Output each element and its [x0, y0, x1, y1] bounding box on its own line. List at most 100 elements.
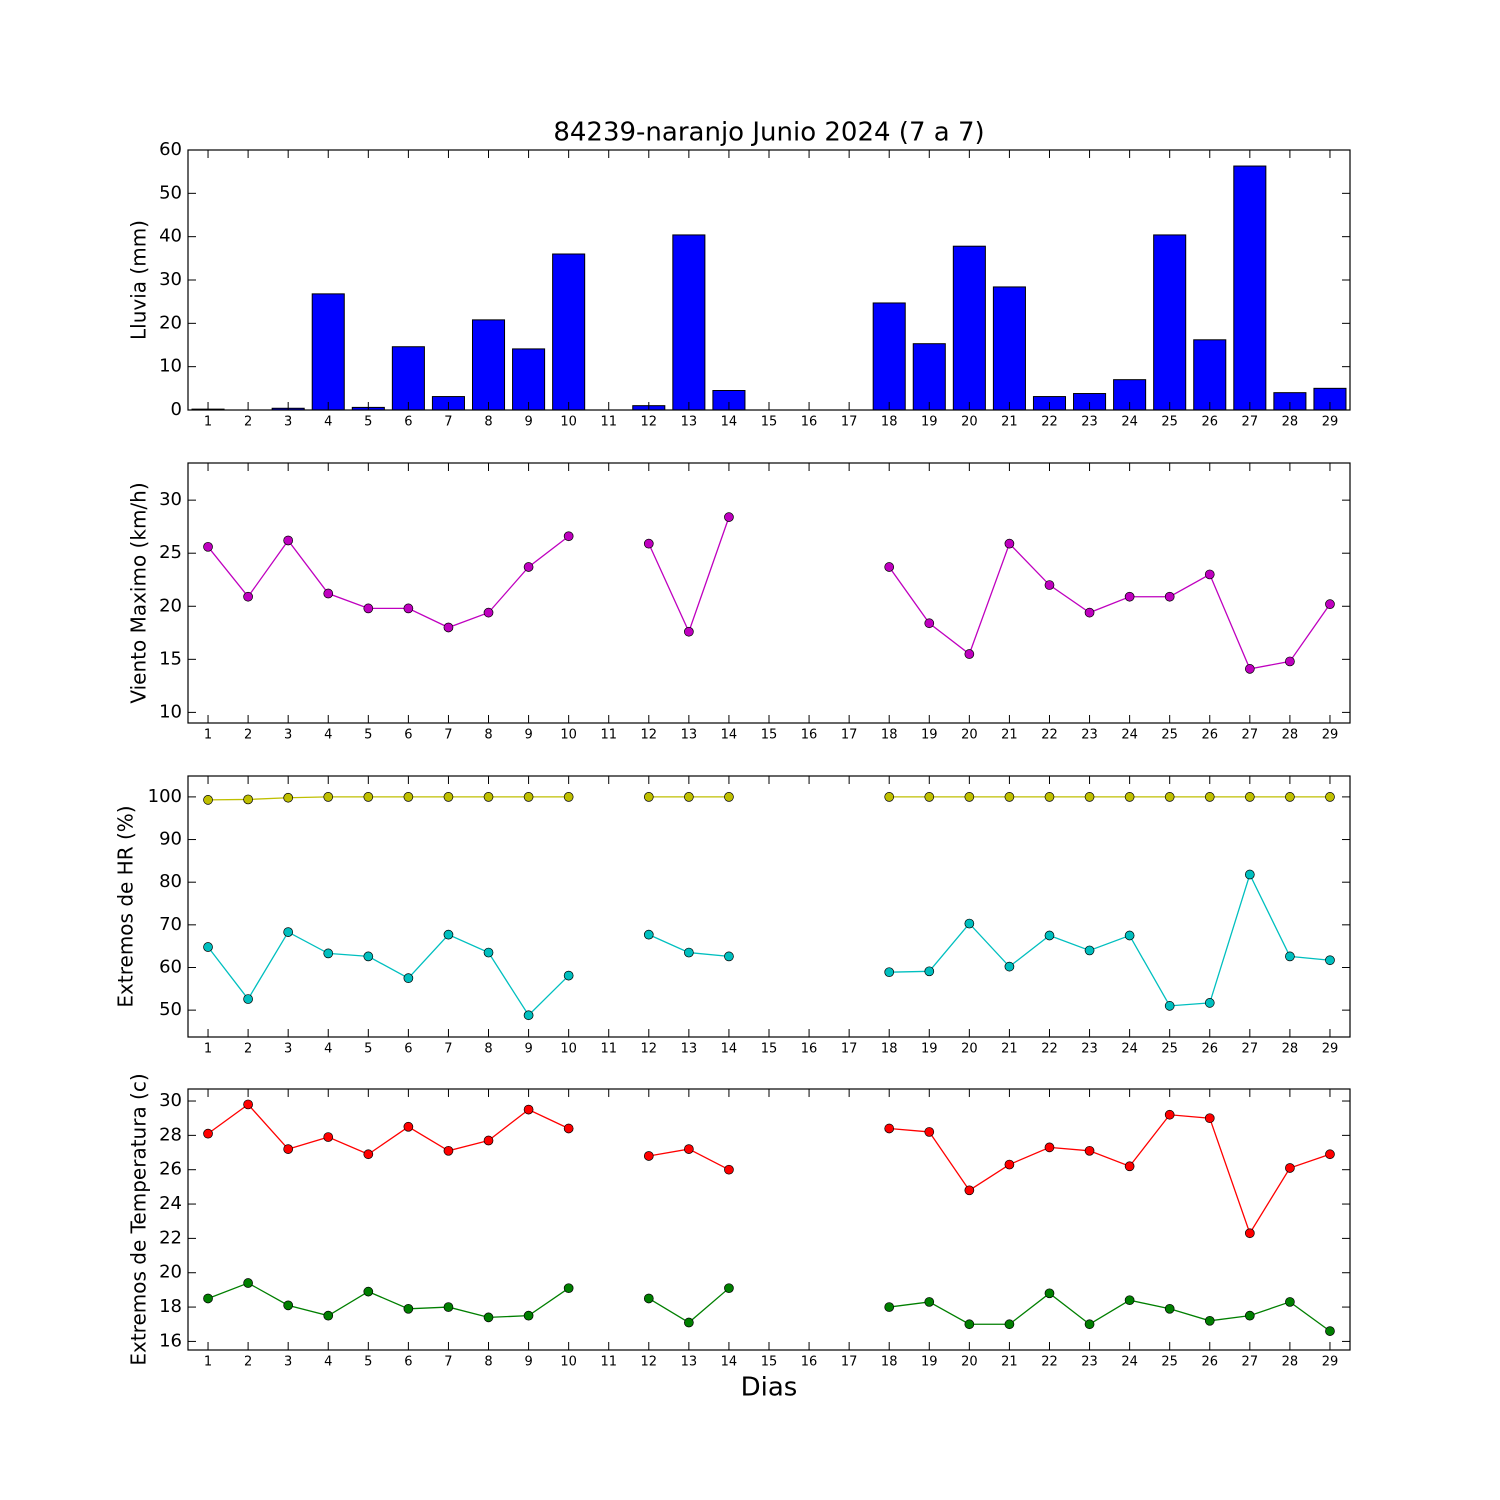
series-line [207, 1103, 569, 1155]
x-tick-label: 24 [1121, 415, 1138, 430]
series-line [648, 516, 730, 634]
data-point [643, 1151, 654, 1161]
x-tick-label: 21 [1001, 1355, 1018, 1370]
data-point [1044, 1288, 1055, 1299]
x-tick-label: 29 [1322, 1042, 1339, 1057]
data-point [724, 951, 734, 962]
y-tick-label: 26 [159, 1159, 182, 1180]
x-tick-label: 15 [761, 1042, 778, 1057]
x-tick-label: 25 [1161, 415, 1178, 430]
x-tick-label: 21 [1001, 728, 1018, 743]
x-tick-label: 18 [881, 1355, 898, 1370]
x-tick-label: 25 [1161, 1355, 1178, 1370]
data-point [243, 591, 253, 602]
x-tick-label: 5 [364, 1042, 372, 1057]
y-tick-label: 40 [159, 226, 182, 247]
x-tick-label: 28 [1282, 415, 1299, 430]
data-point [403, 973, 414, 983]
data-point [1204, 792, 1215, 802]
data-point [884, 967, 895, 978]
x-tick-label: 19 [921, 1042, 938, 1057]
x-tick-label: 4 [324, 1355, 332, 1370]
bar [1153, 234, 1187, 411]
x-tick-label: 8 [484, 415, 492, 430]
data-point [563, 792, 574, 802]
data-point [884, 562, 895, 572]
x-tick-label: 24 [1121, 1355, 1138, 1370]
x-tick-label: 27 [1242, 1042, 1259, 1057]
data-point [924, 618, 935, 629]
x-tick-label: 20 [961, 415, 978, 430]
x-tick-label: 3 [284, 415, 292, 430]
x-tick-label: 17 [841, 1042, 858, 1057]
data-point [1285, 792, 1295, 802]
data-point [363, 792, 374, 802]
data-point [483, 607, 494, 618]
x-tick-label: 23 [1081, 1355, 1098, 1370]
x-tick-label: 22 [1041, 1042, 1058, 1057]
data-point [523, 1104, 534, 1115]
y-tick-label: 10 [159, 701, 182, 722]
x-tick-label: 27 [1242, 728, 1259, 743]
data-point [203, 1128, 213, 1139]
x-tick-label: 11 [600, 728, 617, 743]
y-tick-label: 60 [159, 139, 182, 160]
data-point [1044, 580, 1055, 590]
x-tick-label: 19 [921, 415, 938, 430]
x-tick-label: 10 [560, 1355, 577, 1370]
x-tick-label: 13 [681, 1042, 698, 1057]
data-point [1285, 656, 1295, 667]
x-tick-label: 20 [961, 1042, 978, 1057]
data-point [924, 792, 935, 802]
x-tick-label: 18 [881, 728, 898, 743]
x-tick-label: 22 [1041, 728, 1058, 743]
x-tick-label: 9 [524, 728, 532, 743]
data-point [363, 1286, 374, 1297]
data-point [483, 1312, 494, 1323]
x-tick-label: 1 [204, 728, 212, 743]
x-tick-label: 1 [204, 415, 212, 430]
data-point [1204, 1113, 1215, 1124]
data-point [403, 1121, 414, 1132]
x-tick-label: 2 [244, 1042, 252, 1057]
data-point [283, 1300, 294, 1311]
bar [992, 286, 1026, 411]
data-point [924, 1297, 935, 1307]
data-point [1204, 1315, 1215, 1326]
x-tick-label: 26 [1201, 415, 1218, 430]
data-point [483, 947, 494, 958]
y-tick-label: 80 [159, 871, 182, 892]
series-line [207, 535, 570, 629]
x-tick-label: 16 [801, 415, 818, 430]
bar [391, 346, 425, 411]
series-line [889, 1114, 1331, 1235]
data-point [1044, 792, 1055, 802]
y-tick-label: 90 [159, 829, 182, 850]
x-tick-label: 6 [404, 728, 412, 743]
data-point [643, 929, 654, 940]
data-point [1004, 792, 1015, 802]
y-tick-label: 10 [159, 356, 182, 377]
data-point [1325, 955, 1335, 966]
y-tick-label: 60 [159, 956, 182, 977]
data-point [724, 1283, 734, 1294]
x-tick-label: 10 [560, 415, 577, 430]
bar [1193, 339, 1227, 411]
x-tick-label: 22 [1041, 415, 1058, 430]
data-point [523, 792, 534, 802]
data-point [1084, 607, 1095, 618]
x-tick-label: 6 [404, 415, 412, 430]
data-point [563, 1283, 574, 1294]
x-tick-label: 4 [324, 1042, 332, 1057]
x-tick-label: 19 [921, 728, 938, 743]
x-tick-label: 26 [1201, 1355, 1218, 1370]
x-tick-label: 3 [284, 1355, 292, 1370]
bar [311, 293, 345, 411]
x-tick-label: 6 [404, 1042, 412, 1057]
data-point [443, 792, 454, 802]
x-tick-label: 24 [1121, 728, 1138, 743]
data-point [1084, 1145, 1095, 1156]
data-point [1124, 1161, 1135, 1172]
x-tick-label: 29 [1322, 728, 1339, 743]
x-tick-label: 28 [1282, 1355, 1299, 1370]
